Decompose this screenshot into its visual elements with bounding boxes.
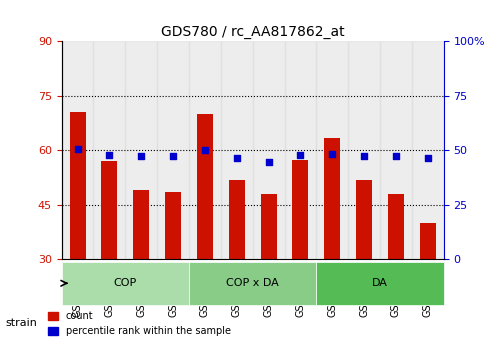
FancyBboxPatch shape <box>62 262 189 305</box>
Bar <box>125 41 157 259</box>
Point <box>201 148 209 153</box>
Bar <box>94 41 125 259</box>
Bar <box>221 41 252 259</box>
Bar <box>356 179 372 259</box>
Bar <box>412 41 444 259</box>
Legend: count, percentile rank within the sample: count, percentile rank within the sample <box>44 307 235 340</box>
Bar <box>157 41 189 259</box>
FancyBboxPatch shape <box>317 262 444 305</box>
Text: COP x DA: COP x DA <box>226 278 279 288</box>
Bar <box>62 41 94 259</box>
Point <box>360 153 368 159</box>
Point <box>169 153 177 159</box>
Bar <box>324 138 340 259</box>
Text: DA: DA <box>372 278 388 288</box>
Bar <box>388 194 404 259</box>
Point <box>424 155 432 161</box>
Bar <box>189 41 221 259</box>
Bar <box>70 112 85 259</box>
Bar <box>102 161 117 259</box>
Point <box>296 152 304 158</box>
Bar <box>284 41 317 259</box>
Point <box>328 151 336 157</box>
Bar <box>165 192 181 259</box>
Point <box>106 152 113 158</box>
Bar <box>133 190 149 259</box>
Bar <box>317 41 348 259</box>
Bar <box>229 179 245 259</box>
Bar <box>292 159 309 259</box>
Point <box>233 155 241 161</box>
Bar <box>348 41 380 259</box>
Point <box>73 147 81 152</box>
Point <box>137 153 145 159</box>
Bar <box>197 114 213 259</box>
Bar <box>261 194 277 259</box>
Title: GDS780 / rc_AA817862_at: GDS780 / rc_AA817862_at <box>161 25 345 39</box>
Text: strain: strain <box>5 318 37 327</box>
Point <box>392 153 400 159</box>
Point <box>265 160 273 165</box>
FancyBboxPatch shape <box>189 262 317 305</box>
Bar <box>252 41 284 259</box>
Bar <box>420 223 436 259</box>
Bar <box>380 41 412 259</box>
Text: COP: COP <box>114 278 137 288</box>
